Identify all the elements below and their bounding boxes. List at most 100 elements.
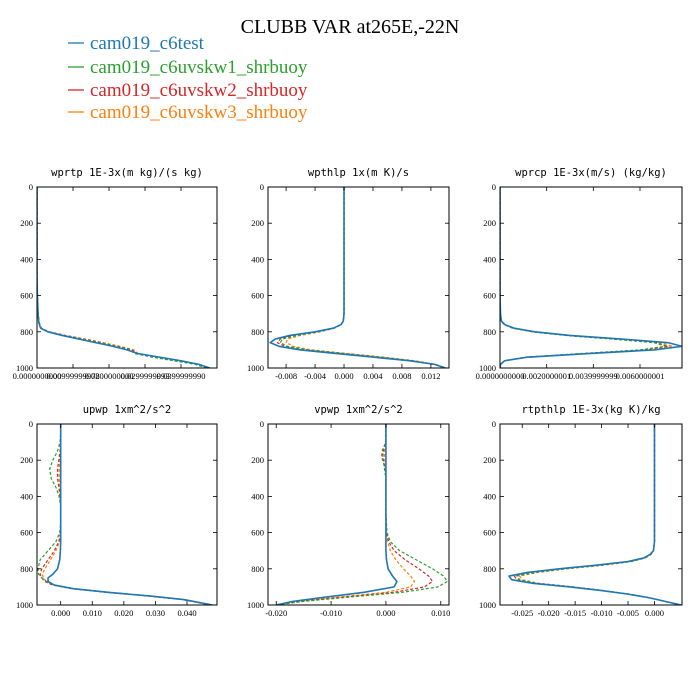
plot-frame — [267, 186, 450, 369]
plot-frame — [499, 186, 683, 369]
series-line-3 — [276, 424, 434, 605]
series-line-1 — [500, 187, 682, 368]
panel-2: wpthlp 1x(m K)/s 0 200 400 600 800 1000 -0.008-… — [247, 167, 450, 381]
plot-frame — [36, 186, 218, 369]
legend: cam019_c6testcam019_c6uvskw1_shrbuoycam0… — [68, 33, 308, 123]
y-tick-label: 400 — [20, 254, 33, 264]
x-tick-label: 0.0299999993 — [121, 371, 170, 381]
x-tick-label: -0.004 — [304, 371, 327, 381]
y-tick-label: 0 — [29, 182, 33, 192]
y-tick-label: 200 — [251, 218, 264, 228]
x-tick-label: 0.012 — [421, 371, 440, 381]
panel-6: rtpthlp 1E-3x(kg K)/kg 0 200 400 600 800 1000 -… — [479, 404, 683, 618]
series-line-1 — [37, 187, 211, 368]
x-tick-label: 0.010 — [83, 608, 102, 618]
panel-title: rtpthlp 1E-3x(kg K)/kg — [521, 404, 660, 416]
legend-label-4: cam019_c6uvskw3_shrbuoy — [90, 102, 308, 123]
y-tick-label: 400 — [251, 491, 264, 501]
y-tick-label: 600 — [20, 291, 33, 301]
y-tick-label: 200 — [251, 455, 264, 465]
y-tick-label: 1000 — [247, 363, 264, 373]
y-tick-label: 800 — [20, 327, 33, 337]
plot-frame — [267, 423, 450, 606]
x-tick-label: -0.010 — [320, 608, 342, 618]
panel-title: wprcp 1E-3x(m/s) (kg/kg) — [515, 167, 667, 179]
y-tick-label: 400 — [483, 254, 496, 264]
series-line-3 — [276, 187, 446, 368]
legend-label-1: cam019_c6test — [90, 33, 205, 54]
x-tick-label: -0.008 — [275, 371, 297, 381]
panel-5: vpwp 1xm^2/s^2 0 200 400 600 800 1000-0.020 -0.… — [247, 404, 450, 618]
y-tick-label: 800 — [20, 564, 33, 574]
y-tick-label: 600 — [483, 291, 496, 301]
y-tick-label: 800 — [251, 327, 264, 337]
panel-title: upwp 1xm^2/s^2 — [83, 404, 172, 416]
panel-4: upwp 1xm^2/s^2 0 200 400 600 800 1000 0.000 0.01… — [16, 404, 218, 618]
y-tick-label: 1000 — [247, 600, 264, 610]
series-line-2 — [279, 187, 446, 368]
x-tick-label: 0.000 — [51, 608, 70, 618]
plot-frame — [499, 423, 683, 606]
y-tick-label: 400 — [251, 254, 264, 264]
panel-title: vpwp 1xm^2/s^2 — [314, 404, 403, 416]
series-line-2 — [516, 424, 682, 605]
x-tick-label: 0.0039999999 — [569, 371, 618, 381]
series-line-1 — [508, 424, 682, 605]
x-tick-label: 0.004 — [363, 371, 383, 381]
series-line-2 — [37, 424, 213, 605]
panels: wprtp 1E-3x(m kg)/(s kg) 0 200 400 600 800 100… — [13, 167, 683, 618]
y-tick-label: 800 — [483, 564, 496, 574]
x-tick-label: 0.000 — [376, 608, 395, 618]
y-tick-label: 1000 — [16, 363, 33, 373]
x-tick-label: 0.008 — [392, 371, 411, 381]
x-tick-label: -0.005 — [617, 608, 639, 618]
legend-label-3: cam019_c6uvskw2_shrbuoy — [90, 80, 308, 101]
y-tick-label: 400 — [20, 491, 33, 501]
panel-3: wprcp 1E-3x(m/s) (kg/kg) 0 200 400 600 800 100… — [476, 167, 683, 381]
y-tick-label: 0 — [260, 419, 264, 429]
series-line-2 — [37, 187, 207, 368]
x-tick-label: 0.0399999990 — [157, 371, 206, 381]
x-tick-label: -0.015 — [564, 608, 586, 618]
y-tick-label: 1000 — [479, 600, 496, 610]
x-tick-label: 0.000 — [645, 608, 664, 618]
y-tick-label: 0 — [492, 182, 496, 192]
series-line-1 — [269, 187, 446, 368]
series-line-1 — [47, 424, 213, 605]
y-tick-label: 600 — [251, 291, 264, 301]
x-tick-label: 0.0060000001 — [616, 371, 665, 381]
y-tick-label: 800 — [483, 327, 496, 337]
x-tick-label: 0.030 — [146, 608, 165, 618]
x-tick-label: -0.020 — [265, 608, 287, 618]
series-line-1 — [276, 424, 398, 605]
x-tick-label: 0.0000000000 — [476, 371, 525, 381]
series-line-3 — [513, 424, 682, 605]
y-tick-label: 400 — [483, 491, 496, 501]
series-line-4 — [41, 424, 213, 605]
y-tick-label: 0 — [260, 182, 264, 192]
series-line-3 — [37, 187, 209, 368]
panel-title: wprtp 1E-3x(m kg)/(s kg) — [51, 167, 203, 179]
x-tick-label: -0.020 — [538, 608, 560, 618]
series-line-4 — [276, 424, 416, 605]
x-tick-label: 0.0000000000 — [13, 371, 62, 381]
y-tick-label: 1000 — [479, 363, 496, 373]
x-tick-label: 0.0200000000 — [85, 371, 134, 381]
plot-frame — [36, 423, 218, 606]
y-tick-label: 0 — [492, 419, 496, 429]
panel-1: wprtp 1E-3x(m kg)/(s kg) 0 200 400 600 800 100… — [13, 167, 218, 381]
y-tick-label: 800 — [251, 564, 264, 574]
x-tick-label: -0.025 — [511, 608, 533, 618]
series-line-2 — [276, 424, 448, 605]
x-tick-label: 0.010 — [431, 608, 450, 618]
x-tick-label: -0.010 — [591, 608, 613, 618]
x-tick-label: 0.020 — [114, 608, 133, 618]
y-tick-label: 200 — [20, 455, 33, 465]
figure-title: CLUBB VAR at265E,-22N — [241, 16, 460, 38]
x-tick-label: 0.040 — [177, 608, 196, 618]
legend-label-2: cam019_c6uvskw1_shrbuoy — [90, 57, 308, 78]
y-tick-label: 600 — [20, 528, 33, 538]
series-line-4 — [518, 424, 682, 605]
panel-title: wpthlp 1x(m K)/s — [308, 167, 409, 179]
